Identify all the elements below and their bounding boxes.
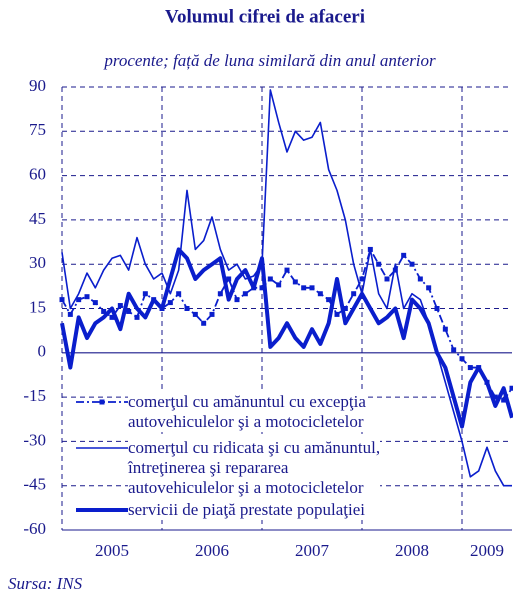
point-marker [268,276,273,281]
point-marker [451,347,456,352]
point-marker [326,297,331,302]
point-marker [168,300,173,305]
y-tick-label: 90 [29,76,46,95]
y-tick-label: 0 [38,342,47,361]
point-marker [460,356,465,361]
x-tick-label: 2009 [470,541,504,560]
point-marker [301,285,306,290]
point-marker [410,262,415,267]
y-tick-label: -60 [23,519,46,538]
y-tick-label: 30 [29,253,46,272]
x-tick-label: 2008 [395,541,429,560]
chart-subtitle: procente; față de luna similară din anul… [103,51,436,70]
y-tick-label: -45 [23,475,46,494]
point-marker [351,291,356,296]
point-marker [235,297,240,302]
point-marker [226,276,231,281]
point-marker [318,291,323,296]
point-marker [401,253,406,258]
point-marker [276,282,281,287]
source: Sursa: INS [8,574,83,593]
point-marker [468,365,473,370]
point-marker [210,312,215,317]
y-tick-label: -15 [23,386,46,405]
point-marker [285,268,290,273]
point-marker [418,276,423,281]
legend-label: servicii de piaţă prestate populaţiei [128,500,365,520]
x-tick-label: 2005 [95,541,129,560]
point-marker [435,306,440,311]
legend-label: comerţul cu ridicata şi cu amănuntul, în… [128,438,380,498]
point-marker [143,291,148,296]
point-marker [510,386,513,391]
y-tick-label: 60 [29,165,46,184]
x-tick-label: 2006 [195,541,229,560]
point-marker [60,297,65,302]
point-marker [93,300,98,305]
point-marker [335,312,340,317]
point-marker [385,276,390,281]
legend-label: comerţul cu amănuntul cu excepţia autove… [128,392,366,432]
legend-marker [100,400,105,405]
y-tick-label: 15 [29,297,46,316]
x-tick-label: 2007 [295,541,330,560]
point-marker [185,306,190,311]
point-marker [135,315,140,320]
point-marker [426,285,431,290]
y-tick-label: 75 [29,120,46,139]
point-marker [193,312,198,317]
y-tick-label: 45 [29,209,46,228]
point-marker [293,279,298,284]
y-tick-label: -30 [23,430,46,449]
point-marker [201,321,206,326]
point-marker [443,327,448,332]
point-marker [376,262,381,267]
point-marker [218,291,223,296]
chart-title: Volumul cifrei de afaceri [165,6,365,27]
point-marker [68,312,73,317]
point-marker [176,291,181,296]
point-marker [243,291,248,296]
point-marker [310,285,315,290]
point-marker [118,303,123,308]
point-marker [85,294,90,299]
